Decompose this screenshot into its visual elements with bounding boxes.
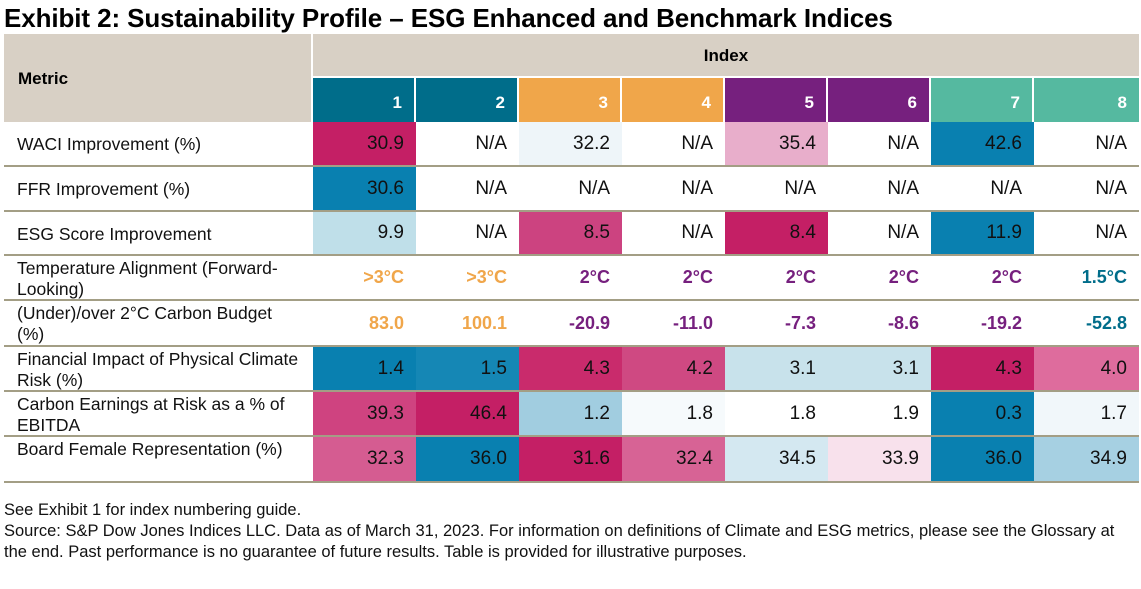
value-cell-index-5: 8.4 [725, 212, 828, 254]
value-cell-index-5: -7.3 [784, 313, 816, 333]
metric-label: Temperature Alignment (Forward-Looking) [17, 258, 278, 299]
value-cell-index-6: 3.1 [828, 347, 931, 390]
value-cell-index-6: 1.9 [828, 392, 931, 435]
table-row: Temperature Alignment (Forward-Looking) >… [4, 256, 1139, 301]
value-cell-index-4: 4.2 [622, 347, 725, 390]
value-cell-index-4: N/A [622, 122, 725, 165]
value-cell-index-7: 42.6 [931, 122, 1034, 165]
value-cell-index-6: 2°C [888, 267, 919, 287]
table-row: (Under)/over 2°C Carbon Budget (%) 83.0 10… [4, 301, 1139, 347]
index-header-3: 3 [519, 78, 620, 122]
footnote-source: Source: S&P Dow Jones Indices LLC. Data … [4, 522, 1115, 561]
metric-label: WACI Improvement (%) [17, 134, 202, 154]
metrics-table-body: WACI Improvement (%) 30.9 N/A 32.2 N/A 35.4 N/… [4, 122, 1139, 483]
index-header-1: 1 [313, 78, 414, 122]
value-cell-index-7: 2°C [991, 267, 1022, 287]
index-column-group-header: Index [313, 34, 1139, 76]
value-cell-index-3: 1.2 [519, 392, 622, 435]
value-cell-index-3: 4.3 [519, 347, 622, 390]
value-cell-index-2: 1.5 [416, 347, 519, 390]
value-cell-index-7: 0.3 [931, 392, 1034, 435]
value-cell-index-8: N/A [1034, 122, 1139, 165]
value-cell-index-8: -52.8 [1085, 313, 1127, 333]
footnote-index-guide: See Exhibit 1 for index numbering guide. [4, 501, 302, 519]
value-cell-index-4: 1.8 [622, 392, 725, 435]
table-row: Carbon Earnings at Risk as a % of EBITDA… [4, 392, 1139, 437]
footnotes: See Exhibit 1 for index numbering guide.… [4, 500, 1134, 563]
index-header-7: 7 [931, 78, 1032, 122]
metric-column-header: Metric [4, 34, 311, 122]
metric-label: (Under)/over 2°C Carbon Budget (%) [17, 303, 273, 344]
metric-label: Carbon Earnings at Risk as a % of EBITDA [17, 394, 285, 435]
value-cell-index-7: N/A [931, 167, 1034, 210]
value-cell-index-1: 83.0 [368, 313, 404, 333]
value-cell-index-1: 9.9 [313, 212, 416, 254]
value-cell-index-8: 4.0 [1034, 347, 1139, 390]
value-cell-index-3: 31.6 [519, 437, 622, 481]
value-cell-index-8: 34.9 [1034, 437, 1139, 481]
value-cell-index-8: 1.7 [1034, 392, 1139, 435]
value-cell-index-3: 8.5 [519, 212, 622, 254]
metric-label: Financial Impact of Physical Climate Ris… [17, 349, 299, 390]
value-cell-index-2: N/A [416, 212, 519, 254]
value-cell-index-3: 2°C [579, 267, 610, 287]
value-cell-index-2: >3°C [466, 267, 507, 287]
value-cell-index-8: N/A [1034, 212, 1139, 254]
value-cell-index-7: 11.9 [931, 212, 1034, 254]
value-cell-index-6: N/A [828, 122, 931, 165]
value-cell-index-1: 1.4 [313, 347, 416, 390]
table-row: WACI Improvement (%) 30.9 N/A 32.2 N/A 35.4 N/… [4, 122, 1139, 167]
value-cell-index-4: 2°C [682, 267, 713, 287]
value-cell-index-3: N/A [519, 167, 622, 210]
index-header-8: 8 [1034, 78, 1139, 122]
value-cell-index-5: 35.4 [725, 122, 828, 165]
value-cell-index-1: 32.3 [313, 437, 416, 481]
value-cell-index-2: 100.1 [461, 313, 507, 333]
table-row: Board Female Representation (%) 32.3 36.0 3… [4, 437, 1139, 483]
value-cell-index-2: 36.0 [416, 437, 519, 481]
value-cell-index-5: 2°C [785, 267, 816, 287]
value-cell-index-2: N/A [416, 167, 519, 210]
value-cell-index-4: 32.4 [622, 437, 725, 481]
value-cell-index-7: 4.3 [931, 347, 1034, 390]
value-cell-index-1: 39.3 [313, 392, 416, 435]
value-cell-index-4: -11.0 [672, 313, 713, 333]
metric-label: FFR Improvement (%) [17, 179, 191, 199]
value-cell-index-1: 30.9 [313, 122, 416, 165]
value-cell-index-7: 36.0 [931, 437, 1034, 481]
value-cell-index-2: 46.4 [416, 392, 519, 435]
index-header-6: 6 [828, 78, 929, 122]
value-cell-index-4: N/A [622, 212, 725, 254]
value-cell-index-3: -20.9 [568, 313, 610, 333]
value-cell-index-6: 33.9 [828, 437, 931, 481]
exhibit-title: Exhibit 2: Sustainability Profile – ESG … [4, 3, 893, 33]
value-cell-index-1: 30.6 [313, 167, 416, 210]
metric-label: Board Female Representation (%) [17, 439, 283, 459]
value-cell-index-7: -19.2 [980, 313, 1022, 333]
table-row: FFR Improvement (%) 30.6 N/A N/A N/A N/A N/A N/… [4, 167, 1139, 212]
metric-header-label: Metric [18, 69, 69, 88]
value-cell-index-5: 1.8 [725, 392, 828, 435]
value-cell-index-2: N/A [416, 122, 519, 165]
index-header-5: 5 [725, 78, 826, 122]
index-header-4: 4 [622, 78, 723, 122]
index-header-2: 2 [416, 78, 517, 122]
metric-label: ESG Score Improvement [17, 224, 212, 244]
table-row: ESG Score Improvement 9.9 N/A 8.5 N/A 8.4 N/A 1… [4, 212, 1139, 256]
value-cell-index-5: 34.5 [725, 437, 828, 481]
value-cell-index-5: 3.1 [725, 347, 828, 390]
value-cell-index-8: N/A [1034, 167, 1139, 210]
value-cell-index-6: N/A [828, 212, 931, 254]
value-cell-index-6: -8.6 [887, 313, 919, 333]
value-cell-index-1: >3°C [363, 267, 404, 287]
value-cell-index-6: N/A [828, 167, 931, 210]
value-cell-index-5: N/A [725, 167, 828, 210]
table-row: Financial Impact of Physical Climate Ris… [4, 347, 1139, 392]
value-cell-index-4: N/A [622, 167, 725, 210]
value-cell-index-8: 1.5°C [1081, 267, 1127, 287]
value-cell-index-3: 32.2 [519, 122, 622, 165]
